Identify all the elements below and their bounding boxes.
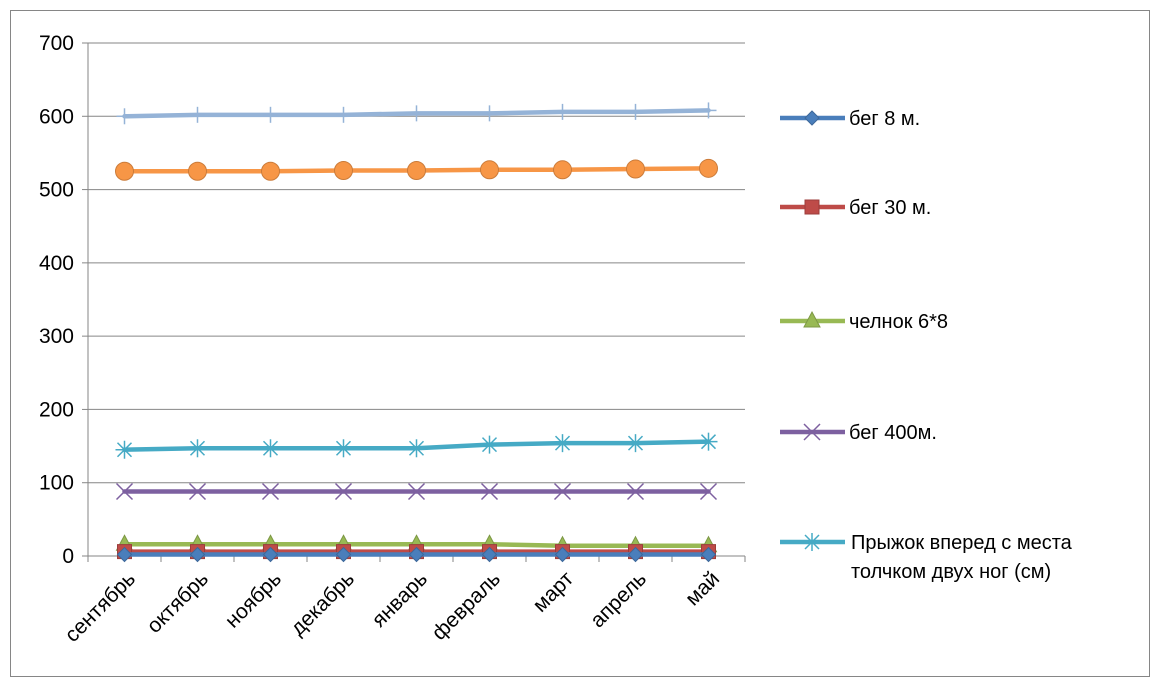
data-point bbox=[408, 105, 425, 122]
legend-swatch-marker bbox=[803, 423, 821, 441]
x-category-label: декабрь bbox=[286, 567, 359, 640]
data-point bbox=[262, 106, 279, 123]
data-point bbox=[700, 102, 717, 119]
x-category-label: ноябрь bbox=[221, 567, 286, 632]
data-point bbox=[626, 482, 645, 501]
data-point bbox=[261, 482, 280, 501]
legend-label: бег 8 м. bbox=[849, 108, 920, 130]
data-point bbox=[334, 161, 353, 181]
data-point bbox=[481, 546, 498, 563]
legend-swatch-marker bbox=[803, 533, 821, 551]
legend-swatch-marker bbox=[804, 110, 820, 126]
data-point bbox=[116, 108, 133, 125]
legend-swatch-marker bbox=[803, 310, 821, 328]
data-point bbox=[480, 160, 499, 180]
series-3 bbox=[115, 482, 718, 501]
data-point bbox=[553, 434, 572, 453]
y-tick-label: 400 bbox=[39, 252, 74, 275]
data-point bbox=[335, 106, 352, 123]
data-point bbox=[700, 546, 717, 563]
y-tick-label: 700 bbox=[39, 32, 74, 55]
chart-frame bbox=[10, 10, 1150, 677]
data-point bbox=[334, 439, 353, 458]
data-point bbox=[261, 161, 280, 181]
series-5 bbox=[115, 158, 718, 181]
series-4 bbox=[115, 432, 718, 459]
data-point bbox=[116, 546, 133, 563]
x-category-label: май bbox=[681, 567, 724, 610]
x-category-label: апрель bbox=[586, 567, 651, 632]
legend-label: бег 400м. bbox=[849, 422, 937, 444]
data-point bbox=[188, 482, 207, 501]
data-point bbox=[262, 546, 279, 563]
legend-label-line: Прыжок вперед с места bbox=[851, 532, 1073, 554]
data-point bbox=[115, 482, 134, 501]
data-point bbox=[188, 439, 207, 458]
legend-item: Прыжок вперед с места толчком двух ног (с… bbox=[780, 532, 1073, 583]
data-point bbox=[627, 546, 644, 563]
y-tick-label: 300 bbox=[39, 325, 74, 348]
data-point bbox=[408, 546, 425, 563]
legend-item: челнок 6*8 bbox=[780, 310, 948, 333]
data-point bbox=[407, 439, 426, 458]
data-point bbox=[407, 161, 426, 181]
data-point bbox=[626, 159, 645, 179]
legend-item: бег 30 м. bbox=[780, 197, 931, 219]
y-tick-label: 600 bbox=[39, 105, 74, 128]
data-point bbox=[553, 482, 572, 501]
data-point bbox=[699, 158, 718, 178]
legend-label: челнок 6*8 bbox=[849, 311, 948, 333]
data-point bbox=[554, 546, 571, 563]
data-point bbox=[699, 432, 718, 451]
x-category-label: февраль bbox=[427, 567, 505, 645]
data-point bbox=[189, 546, 206, 563]
data-point bbox=[334, 482, 353, 501]
legend-swatch-marker bbox=[804, 199, 820, 215]
data-point bbox=[553, 160, 572, 180]
data-point bbox=[261, 439, 280, 458]
data-point bbox=[335, 546, 352, 563]
data-point bbox=[626, 434, 645, 453]
x-category-label: октябрь bbox=[143, 567, 214, 638]
y-tick-label: 200 bbox=[39, 398, 74, 421]
data-point bbox=[188, 161, 207, 181]
data-point bbox=[554, 103, 571, 120]
data-point bbox=[115, 440, 134, 459]
data-point bbox=[627, 103, 644, 120]
legend-label: бег 30 м. bbox=[849, 197, 931, 219]
data-point bbox=[480, 482, 499, 501]
legend: бег 8 м. бег 30 м. челнок 6*8 бег 400м. Прыж… bbox=[780, 108, 1073, 583]
x-category-label: январь bbox=[368, 567, 433, 632]
y-tick-label: 500 bbox=[39, 179, 74, 202]
y-tick-label: 100 bbox=[39, 472, 74, 495]
data-point bbox=[699, 482, 718, 501]
x-category-label: март bbox=[529, 567, 579, 617]
data-point bbox=[480, 435, 499, 454]
data-point bbox=[407, 482, 426, 501]
legend-item: бег 400м. bbox=[780, 422, 937, 444]
x-category-label: сентябрь bbox=[61, 567, 141, 647]
y-tick-label: 0 bbox=[62, 545, 74, 568]
data-point bbox=[189, 106, 206, 123]
series-6 bbox=[116, 102, 717, 125]
legend-label-line: толчком двух ног (см) bbox=[851, 561, 1051, 583]
series-group bbox=[115, 102, 718, 563]
data-point bbox=[481, 105, 498, 122]
data-point bbox=[115, 161, 134, 181]
legend-item: бег 8 м. bbox=[780, 108, 920, 130]
series-0 bbox=[116, 546, 717, 563]
